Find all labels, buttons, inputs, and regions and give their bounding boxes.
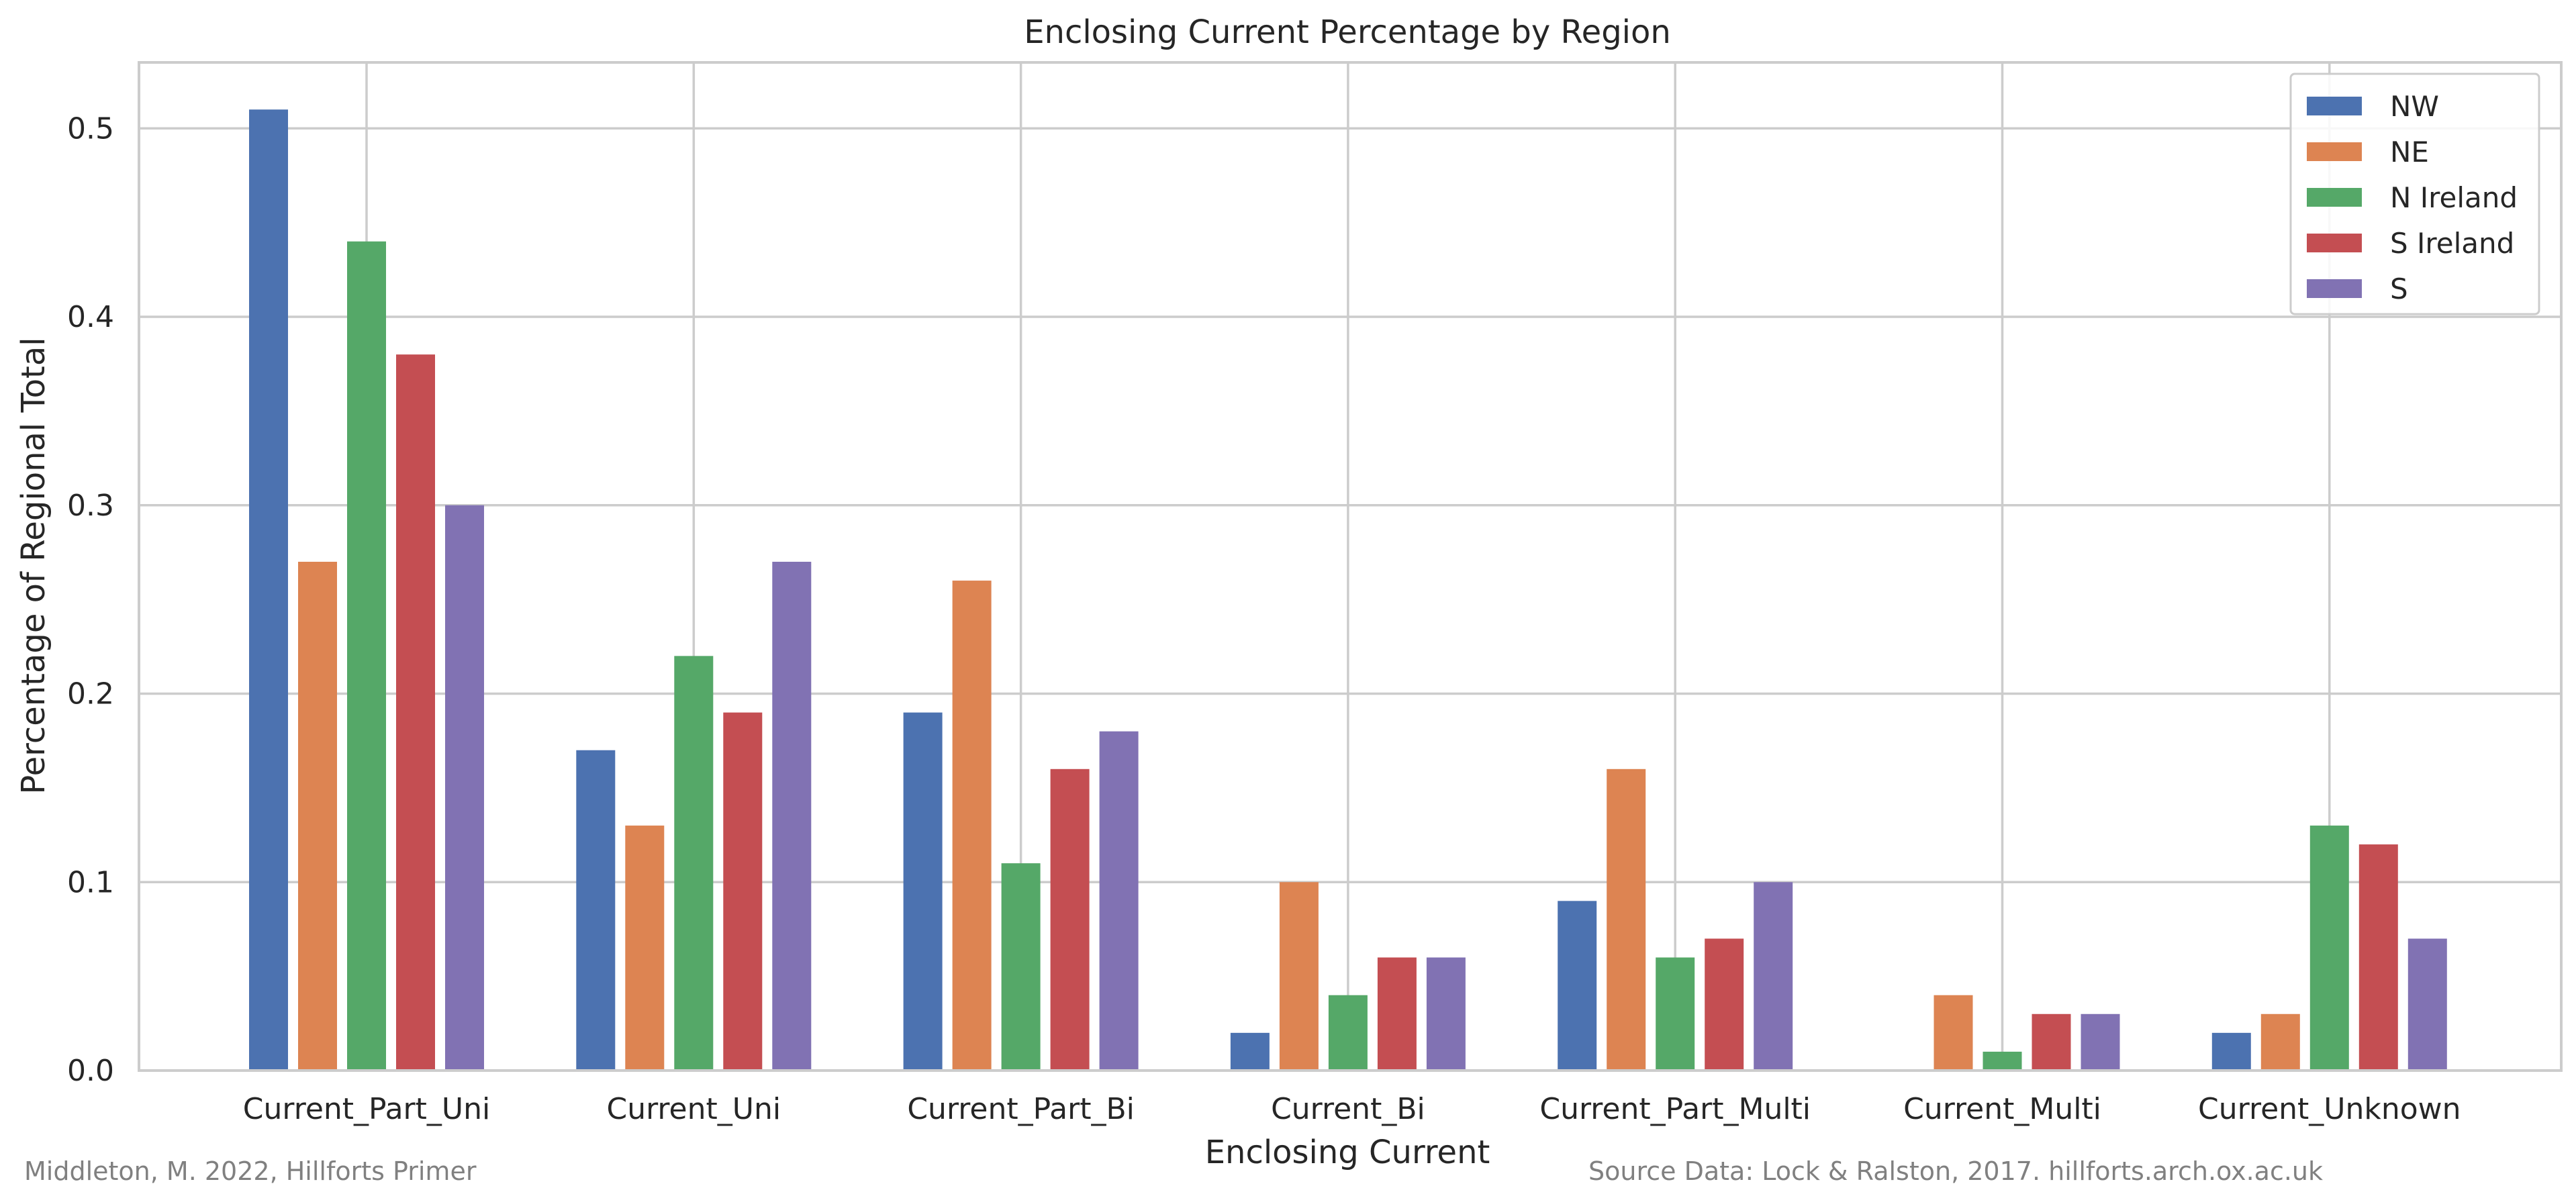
bar bbox=[2032, 1013, 2071, 1071]
legend-label: NW bbox=[2390, 90, 2439, 123]
bar bbox=[1705, 938, 1744, 1071]
x-axis-label: Enclosing Current bbox=[1205, 1134, 1490, 1171]
y-tick-label: 0.2 bbox=[67, 677, 114, 711]
bar bbox=[1426, 957, 1466, 1071]
bar bbox=[249, 109, 288, 1071]
footer-source: Source Data: Lock & Ralston, 2017. hillf… bbox=[1588, 1156, 2323, 1186]
bar bbox=[396, 354, 435, 1071]
bar bbox=[1377, 957, 1417, 1071]
bar bbox=[2407, 938, 2447, 1071]
x-tick-label: Current_Bi bbox=[1271, 1092, 1425, 1126]
bar bbox=[1558, 901, 1597, 1071]
bar bbox=[1230, 1032, 1270, 1071]
bar bbox=[2211, 1032, 2251, 1071]
y-tick-label: 0.1 bbox=[67, 865, 114, 899]
grid bbox=[139, 62, 2561, 1072]
y-axis-label: Percentage of Regional Total bbox=[15, 337, 52, 794]
legend-swatch bbox=[2307, 279, 2362, 298]
x-tick-label: Current_Multi bbox=[1903, 1092, 2101, 1126]
bar bbox=[576, 750, 616, 1071]
bar bbox=[1050, 768, 1090, 1071]
legend-swatch bbox=[2307, 234, 2362, 252]
bar bbox=[625, 826, 665, 1071]
bar bbox=[1328, 995, 1368, 1071]
bar bbox=[298, 561, 337, 1071]
bar bbox=[445, 505, 484, 1071]
bar bbox=[1001, 863, 1041, 1071]
legend-label: S bbox=[2390, 272, 2408, 305]
bar bbox=[1279, 882, 1319, 1071]
bar bbox=[2081, 1013, 2120, 1071]
bar bbox=[1656, 957, 1695, 1071]
x-tick-label: Current_Part_Uni bbox=[243, 1092, 490, 1126]
legend-swatch bbox=[2307, 188, 2362, 207]
bar bbox=[2309, 826, 2349, 1071]
x-tick-label: Current_Unknown bbox=[2198, 1092, 2461, 1126]
y-tick-label: 0.4 bbox=[67, 300, 114, 334]
bar bbox=[2358, 844, 2398, 1071]
legend-label: N Ireland bbox=[2390, 181, 2518, 214]
chart-title: Enclosing Current Percentage by Region bbox=[1024, 13, 1671, 51]
bar bbox=[1099, 731, 1139, 1071]
y-tick-label: 0.0 bbox=[67, 1054, 114, 1088]
bar bbox=[2260, 1013, 2300, 1071]
bar bbox=[772, 561, 812, 1071]
tick-labels: 0.0 0.1 0.2 0.3 0.4 0.5 Current_Part_Uni Curren… bbox=[67, 111, 2461, 1126]
legend-label: S Ireland bbox=[2390, 227, 2514, 260]
legend-box bbox=[2289, 72, 2540, 315]
bar bbox=[1934, 995, 1973, 1071]
bar bbox=[1607, 768, 1646, 1071]
legend-label: NE bbox=[2390, 136, 2429, 168]
x-tick-label: Current_Part_Multi bbox=[1539, 1092, 1811, 1126]
bar bbox=[674, 656, 714, 1071]
legend: NW NE N Ireland S Ireland S bbox=[2289, 72, 2540, 315]
bar bbox=[952, 581, 992, 1071]
bars bbox=[249, 109, 2447, 1071]
plot-frame bbox=[138, 61, 2563, 1072]
bar bbox=[1983, 1051, 2022, 1071]
x-tick-label: Current_Part_Bi bbox=[907, 1092, 1135, 1126]
x-tick-label: Current_Uni bbox=[607, 1092, 781, 1126]
legend-swatch bbox=[2307, 97, 2362, 115]
bar bbox=[903, 712, 943, 1071]
bar bbox=[1754, 882, 1793, 1071]
footer-credit: Middleton, M. 2022, Hillforts Primer bbox=[24, 1156, 477, 1186]
bar bbox=[347, 241, 386, 1071]
y-tick-label: 0.5 bbox=[67, 111, 114, 146]
bar bbox=[723, 712, 763, 1071]
legend-swatch bbox=[2307, 142, 2362, 161]
y-tick-label: 0.3 bbox=[67, 489, 114, 523]
